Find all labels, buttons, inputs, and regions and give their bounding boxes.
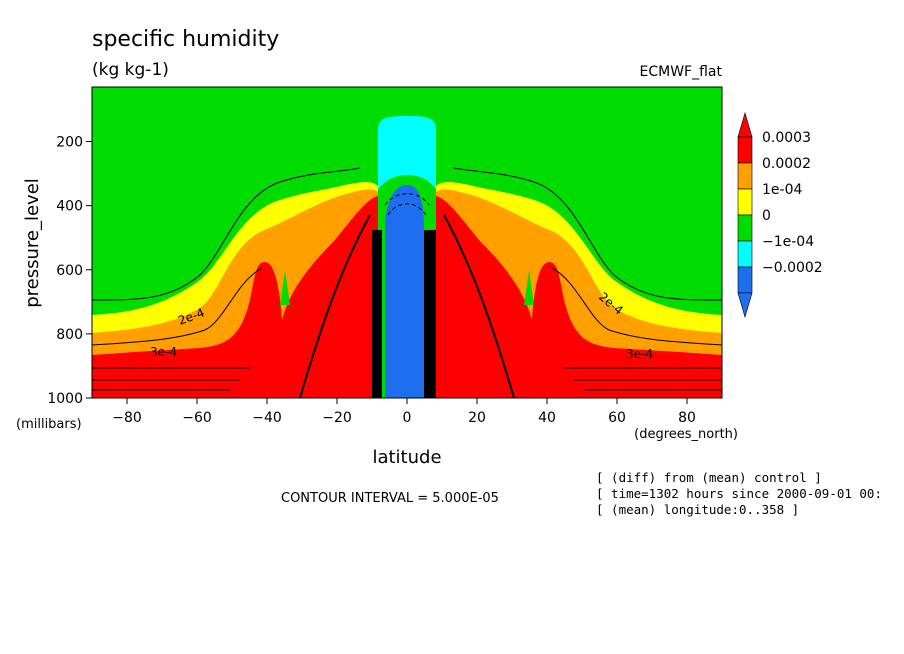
- contour-label: 3e-4: [626, 347, 653, 361]
- x-tick-label: 0: [403, 410, 412, 426]
- legend-swatch: [737, 214, 753, 242]
- x-tick-label: −20: [322, 410, 352, 426]
- legend-label: −1e-04: [762, 234, 814, 250]
- legend-label: −0.0002: [762, 260, 823, 276]
- note-line-3: [ (mean) longitude:0..358 ]: [596, 502, 799, 517]
- contour-label: 3e-4: [150, 345, 177, 359]
- legend-swatch: [737, 240, 753, 268]
- x-axis-label: latitude: [372, 447, 441, 468]
- legend-arrow-bottom: [737, 292, 753, 319]
- plot-area: 2e-4 3e-4 2e-4 3e-4: [91, 86, 723, 399]
- legend-swatch: [737, 266, 753, 294]
- legend-label: 1e-04: [762, 182, 802, 198]
- x-tick-label: −40: [252, 410, 282, 426]
- y-axis-ticks: 200 400 600 800 1000: [47, 135, 92, 407]
- color-legend: 0.0003 0.0002 1e-04 0 −1e-04 −0.0002: [737, 111, 823, 319]
- y-tick-label: 1000: [47, 391, 83, 407]
- legend-swatch: [737, 162, 753, 190]
- legend-label: 0.0002: [762, 156, 811, 172]
- y-tick-label: 200: [56, 135, 83, 151]
- note-line-1: [ (diff) from (mean) control ]: [596, 470, 822, 485]
- legend-label: 0: [762, 208, 771, 224]
- x-axis-units: (degrees_north): [634, 427, 738, 442]
- chart-subtitle: (kg kg-1): [92, 60, 169, 80]
- x-axis-ticks: −80 −60 −40 −20 0 20 40 60 80: [112, 398, 696, 426]
- contour-wall-right: [424, 230, 436, 398]
- x-tick-label: 80: [678, 410, 696, 426]
- legend-arrow-top: [737, 111, 753, 138]
- y-tick-label: 600: [56, 263, 83, 279]
- field-cyan: [378, 116, 436, 190]
- y-tick-label: 400: [56, 199, 83, 215]
- legend-label: 0.0003: [762, 130, 811, 146]
- y-tick-label: 800: [56, 327, 83, 343]
- contour-wall-left: [372, 230, 382, 398]
- y-axis-label: pressure_level: [22, 178, 43, 308]
- x-tick-label: −60: [182, 410, 212, 426]
- field-red: [92, 196, 722, 398]
- x-tick-label: 40: [538, 410, 556, 426]
- legend-swatch: [737, 188, 753, 216]
- x-tick-label: 20: [468, 410, 486, 426]
- x-tick-label: −80: [112, 410, 142, 426]
- x-tick-label: 60: [608, 410, 626, 426]
- dataset-label: ECMWF_flat: [640, 64, 723, 80]
- contour-lines: [92, 167, 722, 398]
- field-blue: [385, 185, 424, 398]
- y-axis-units: (millibars): [16, 417, 82, 432]
- note-line-2: [ time=1302 hours since 2000-09-01 00:: [596, 486, 882, 501]
- chart-title: specific humidity: [92, 27, 279, 52]
- legend-swatch: [737, 136, 753, 164]
- contour-interval: CONTOUR INTERVAL = 5.000E-05: [281, 491, 499, 506]
